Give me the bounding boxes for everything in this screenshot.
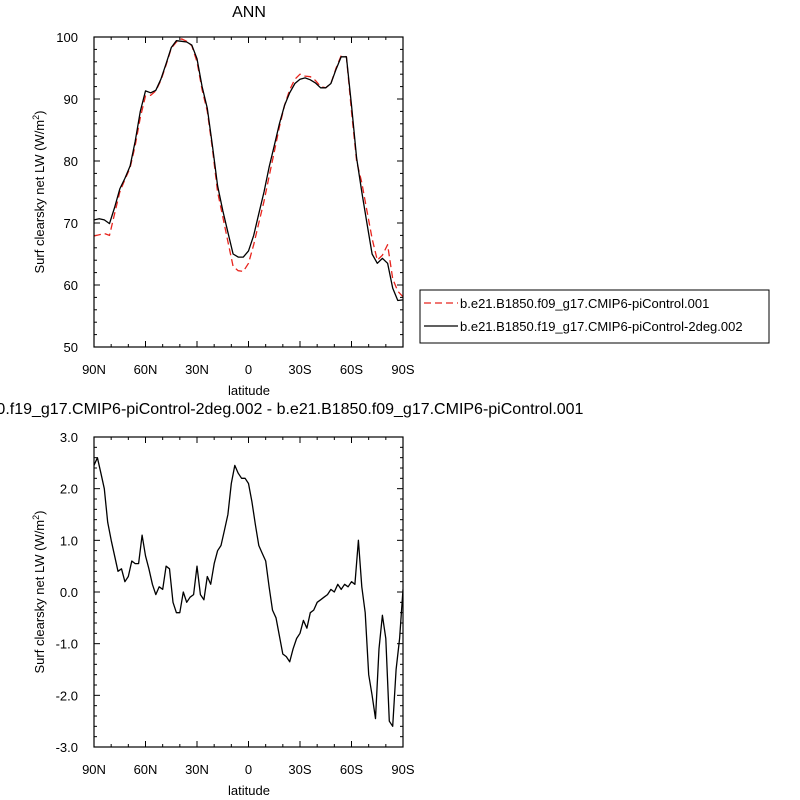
bottom-x-tick-label: 90S: [391, 762, 414, 777]
bottom-y-axis-label-main: Surf clearsky net LW (W/m: [32, 520, 47, 674]
bottom-y-tick-label: 0.0: [60, 585, 78, 600]
top-plot-area: 90N 60N 30N 0 30S 60S 90S 50 60 70 80 90 100: [56, 30, 415, 377]
bottom-x-tick-label: 60S: [340, 762, 363, 777]
legend-box: [419, 289, 770, 344]
top-series-line-1: [94, 38, 403, 298]
top-x-tick-label: 90S: [391, 362, 414, 377]
bottom-y-tick-label: -2.0: [56, 688, 78, 703]
top-x-tick-label: 30S: [288, 362, 311, 377]
top-series-line-2: [94, 40, 403, 302]
legend-label-series-2: b.e21.B1850.f19_g17.CMIP6-piControl-2deg…: [460, 319, 743, 334]
bottom-y-axis-label: Surf clearsky net LW (W/m2): [31, 511, 47, 674]
top-title: ANN: [232, 4, 266, 21]
top-y-tick-label: 90: [64, 92, 78, 107]
bottom-y-tick-label: 3.0: [60, 430, 78, 445]
top-panel: ANN 90N 60N 30N 0 30S 60S 90S 50 60 70 80 90 100 lat…: [31, 4, 415, 398]
bottom-x-tick-label: 30S: [288, 762, 311, 777]
bottom-title: b.e21.B1850.f19_g17.CMIP6-piControl-2deg…: [0, 401, 584, 418]
bottom-y-tick-label: -3.0: [56, 740, 78, 755]
top-x-tick-label: 60N: [134, 362, 158, 377]
bottom-series-line-1: [94, 457, 403, 727]
bottom-axes-frame: [93, 436, 404, 748]
bottom-x-tick-label: 90N: [82, 762, 106, 777]
top-y-tick-label: 100: [56, 30, 78, 45]
bottom-plot-area: 90N 60N 30N 0 30S 60S 90S -3.0 -2.0 -1.0 0.0 1.0 2.0…: [56, 430, 415, 777]
bottom-y-axis-label-sup: 2: [31, 515, 41, 520]
bottom-x-tick-label: 0: [245, 762, 252, 777]
top-y-axis-label: Surf clearsky net LW (W/m2): [31, 111, 47, 274]
top-y-tick-label: 80: [64, 154, 78, 169]
bottom-x-tick-label: 30N: [185, 762, 209, 777]
bottom-y-tick-label: 1.0: [60, 533, 78, 548]
top-axes-frame: [93, 36, 404, 348]
top-x-tick-label: 0: [245, 362, 252, 377]
legend-label-series-1: b.e21.B1850.f09_g17.CMIP6-piControl.001: [460, 296, 709, 311]
top-x-tick-label: 90N: [82, 362, 106, 377]
top-x-tick-label: 60S: [340, 362, 363, 377]
bottom-y-axis-label-suffix: ): [32, 511, 47, 515]
top-x-tick-label: 30N: [185, 362, 209, 377]
bottom-panel: b.e21.B1850.f19_g17.CMIP6-piControl-2deg…: [0, 401, 584, 798]
top-y-tick-label: 70: [64, 216, 78, 231]
top-y-tick-label: 60: [64, 278, 78, 293]
legend: b.e21.B1850.f09_g17.CMIP6-piControl.001 …: [419, 289, 770, 344]
top-y-axis-label-suffix: ): [32, 111, 47, 115]
top-y-axis-label-sup: 2: [31, 115, 41, 120]
bottom-x-axis-label: latitude: [228, 783, 270, 798]
bottom-x-tick-label: 60N: [134, 762, 158, 777]
top-y-tick-label: 50: [64, 340, 78, 355]
top-x-axis-label: latitude: [228, 383, 270, 398]
top-y-axis-label-main: Surf clearsky net LW (W/m: [32, 120, 47, 274]
bottom-y-tick-label: -1.0: [56, 637, 78, 652]
bottom-y-tick-label: 2.0: [60, 482, 78, 497]
